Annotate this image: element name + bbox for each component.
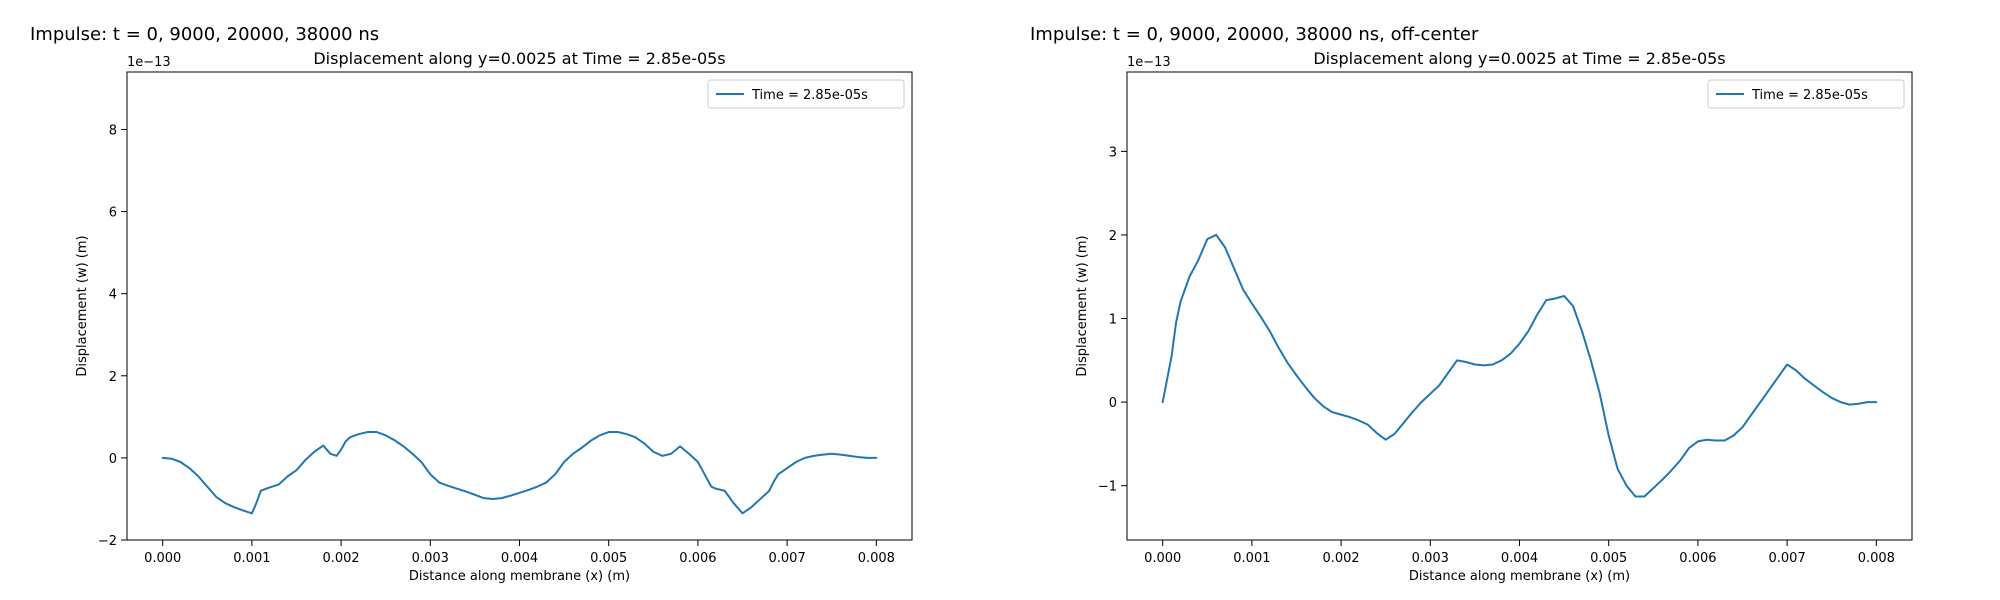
plot-area-frame (126, 71, 913, 541)
y-tick-label: 0 (109, 452, 117, 467)
suptitle: Impulse: t = 0, 9000, 20000, 38000 ns, o… (1030, 24, 1479, 45)
chart-panel-right: Impulse: t = 0, 9000, 20000, 38000 ns, o… (1030, 24, 1913, 584)
x-tick-label: 0.006 (1679, 551, 1716, 566)
y-tick-label: 0 (1109, 396, 1117, 411)
x-tick-label: 0.004 (1501, 551, 1538, 566)
y-tick-label: 8 (109, 123, 117, 138)
x-tick-label: 0.008 (858, 551, 895, 566)
legend-box (1707, 79, 1905, 109)
chart-panel-left: Impulse: t = 0, 9000, 20000, 38000 ns Dis… (30, 24, 913, 584)
y-axis-label: Displacement (w) (m) (1075, 235, 1090, 376)
legend-label: Time = 2.85e-05s (751, 88, 868, 103)
ticks: 0.000 0.001 0.002 0.003 0.004 0.005 0.006 0.007… (1098, 145, 1895, 566)
x-tick-label: 0.003 (1412, 551, 1449, 566)
x-tick-label: 0.003 (412, 551, 449, 566)
y-tick-label: 6 (109, 206, 117, 221)
chart-title: Displacement along y=0.0025 at Time = 2.… (313, 49, 725, 68)
y-tick-label: 4 (109, 288, 117, 303)
x-tick-label: 0.002 (322, 551, 359, 566)
x-tick-label: 0.005 (590, 551, 627, 566)
x-tick-label: 0.005 (1590, 551, 1627, 566)
series-line (161, 431, 878, 515)
x-tick-label: 0.002 (1322, 551, 1359, 566)
legend-box (707, 79, 905, 109)
x-tick-label: 0.008 (1858, 551, 1895, 566)
x-tick-label: 0.006 (679, 551, 716, 566)
y-tick-label: 2 (109, 370, 117, 385)
x-tick-label: 0.007 (1769, 551, 1806, 566)
y-tick-label: 3 (1109, 145, 1117, 160)
series-line (1161, 233, 1878, 498)
x-tick-label: 0.000 (144, 551, 181, 566)
ticks: 0.000 0.001 0.002 0.003 0.004 0.005 0.006 0.007… (98, 123, 895, 566)
legend: Time = 2.85e-05s (1707, 79, 1905, 109)
x-axis-label: Distance along membrane (x) (m) (409, 569, 630, 584)
y-tick-label: 2 (1109, 229, 1117, 244)
y-tick-label: 1 (1109, 313, 1117, 328)
x-tick-label: 0.000 (1144, 551, 1181, 566)
chart-title: Displacement along y=0.0025 at Time = 2.… (1313, 49, 1725, 68)
y-tick-label: −1 (1098, 480, 1117, 495)
x-tick-label: 0.004 (501, 551, 538, 566)
y-tick-label: −2 (98, 534, 117, 549)
legend-label: Time = 2.85e-05s (1751, 88, 1868, 103)
legend: Time = 2.85e-05s (707, 79, 905, 109)
y-offset-label: 1e−13 (127, 55, 171, 70)
x-tick-label: 0.001 (1233, 551, 1270, 566)
y-offset-label: 1e−13 (1127, 55, 1171, 70)
x-tick-label: 0.007 (769, 551, 806, 566)
plot-area-frame (1126, 71, 1913, 541)
x-axis-label: Distance along membrane (x) (m) (1409, 569, 1630, 584)
x-tick-label: 0.001 (233, 551, 270, 566)
suptitle: Impulse: t = 0, 9000, 20000, 38000 ns (30, 24, 379, 45)
y-axis-label: Displacement (w) (m) (75, 235, 90, 376)
